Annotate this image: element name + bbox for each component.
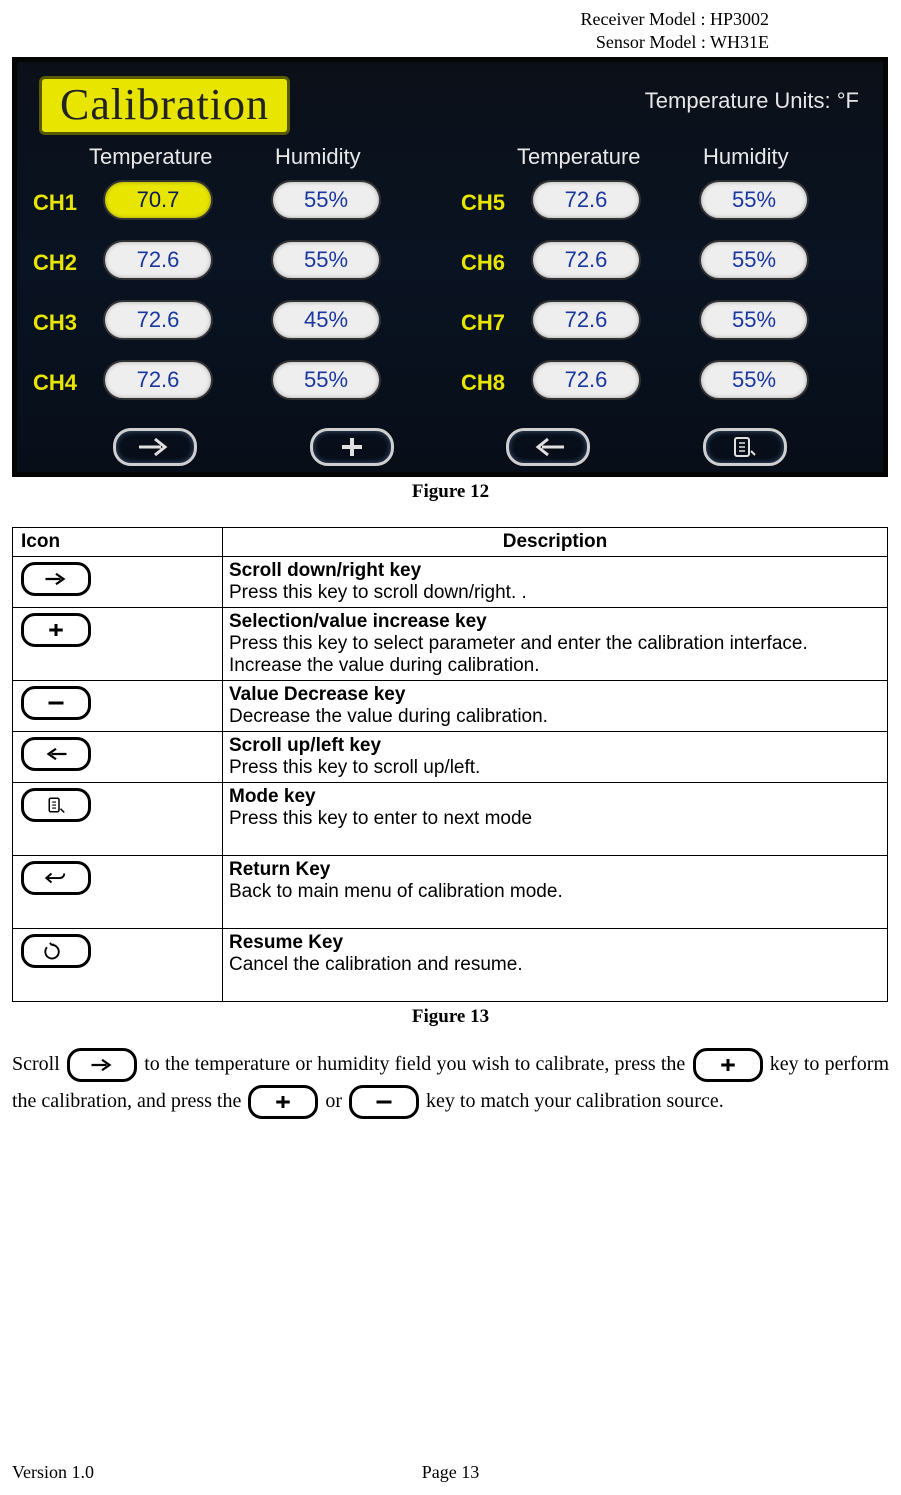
footer-page: Page 13 bbox=[12, 1462, 889, 1483]
device-screenshot: Calibration Temperature Units: °F Temper… bbox=[12, 57, 888, 477]
icon-cell bbox=[13, 608, 223, 681]
para-t2: to the temperature or humidity field you… bbox=[144, 1053, 690, 1075]
table-row: Resume KeyCancel the calibration and res… bbox=[13, 929, 888, 1002]
figure13-caption: Figure 13 bbox=[12, 1006, 889, 1028]
table-header-description: Description bbox=[223, 528, 888, 557]
humidity-value: 55% bbox=[699, 300, 809, 340]
temperature-units-label: Temperature Units: °F bbox=[645, 88, 859, 114]
key-description: Back to main menu of calibration mode. bbox=[229, 881, 563, 902]
key-description: Press this key to scroll down/right. . bbox=[229, 582, 527, 603]
calibration-title: Calibration bbox=[39, 76, 290, 135]
plus-icon bbox=[21, 613, 91, 647]
channel-row: CH8 72.6 55% bbox=[17, 360, 883, 400]
channel-label: CH5 bbox=[461, 190, 505, 216]
col-temperature-right: Temperature bbox=[517, 144, 641, 170]
description-cell: Resume KeyCancel the calibration and res… bbox=[223, 929, 888, 1002]
description-cell: Return KeyBack to main menu of calibrati… bbox=[223, 856, 888, 929]
channel-row: CH6 72.6 55% bbox=[17, 240, 883, 280]
description-cell: Selection/value increase keyPress this k… bbox=[223, 608, 888, 681]
instruction-paragraph: Scroll to the temperature or humidity fi… bbox=[12, 1046, 889, 1120]
channel-label: CH8 bbox=[461, 370, 505, 396]
resume-icon bbox=[21, 934, 91, 968]
col-humidity-left: Humidity bbox=[275, 144, 361, 170]
temperature-value: 72.6 bbox=[531, 240, 641, 280]
arrow-left-icon bbox=[21, 737, 91, 771]
plus-icon bbox=[248, 1085, 318, 1119]
temperature-value: 72.6 bbox=[531, 180, 641, 220]
key-description: Cancel the calibration and resume. bbox=[229, 954, 523, 975]
icon-cell bbox=[13, 856, 223, 929]
col-humidity-right: Humidity bbox=[703, 144, 789, 170]
figure12-caption: Figure 12 bbox=[12, 481, 889, 503]
plus-icon bbox=[310, 428, 394, 466]
key-title: Scroll up/left key bbox=[229, 735, 881, 757]
para-t1: Scroll bbox=[12, 1053, 65, 1075]
arrow-right-icon bbox=[21, 562, 91, 596]
return-icon bbox=[21, 861, 91, 895]
table-row: Scroll up/left keyPress this key to scro… bbox=[13, 732, 888, 783]
key-title: Mode key bbox=[229, 786, 881, 808]
humidity-value: 55% bbox=[699, 360, 809, 400]
table-row: Scroll down/right keyPress this key to s… bbox=[13, 557, 888, 608]
col-temperature-left: Temperature bbox=[89, 144, 213, 170]
mode-icon bbox=[703, 428, 787, 466]
table-header-icon: Icon bbox=[13, 528, 223, 557]
arrow-right-icon bbox=[67, 1048, 137, 1082]
arrow-right-icon bbox=[113, 428, 197, 466]
plus-icon bbox=[693, 1048, 763, 1082]
page-header: Receiver Model : HP3002 Sensor Model : W… bbox=[12, 8, 889, 53]
icon-cell bbox=[13, 681, 223, 732]
table-row: Return KeyBack to main menu of calibrati… bbox=[13, 856, 888, 929]
channel-label: CH7 bbox=[461, 310, 505, 336]
key-title: Return Key bbox=[229, 859, 881, 881]
arrow-left-icon bbox=[506, 428, 590, 466]
description-cell: Scroll down/right keyPress this key to s… bbox=[223, 557, 888, 608]
description-cell: Mode keyPress this key to enter to next … bbox=[223, 783, 888, 856]
icon-cell bbox=[13, 732, 223, 783]
para-t5: key to match your calibration source. bbox=[426, 1090, 724, 1112]
description-cell: Value Decrease keyDecrease the value dur… bbox=[223, 681, 888, 732]
key-title: Selection/value increase key bbox=[229, 611, 881, 633]
minus-icon bbox=[21, 686, 91, 720]
key-description: Press this key to select parameter and e… bbox=[229, 633, 808, 676]
channel-row: CH7 72.6 55% bbox=[17, 300, 883, 340]
device-bottom-buttons bbox=[17, 428, 883, 466]
humidity-value: 55% bbox=[699, 180, 809, 220]
channel-label: CH6 bbox=[461, 250, 505, 276]
sensor-model: Sensor Model : WH31E bbox=[12, 31, 769, 54]
icon-description-table: Icon Description Scroll down/right keyPr… bbox=[12, 527, 888, 1002]
receiver-model: Receiver Model : HP3002 bbox=[12, 8, 769, 31]
table-row: Selection/value increase keyPress this k… bbox=[13, 608, 888, 681]
key-title: Resume Key bbox=[229, 932, 881, 954]
key-description: Press this key to scroll up/left. bbox=[229, 757, 480, 778]
temperature-value: 72.6 bbox=[531, 360, 641, 400]
channel-row: CH5 72.6 55% bbox=[17, 180, 883, 220]
icon-cell bbox=[13, 557, 223, 608]
icon-cell bbox=[13, 783, 223, 856]
key-title: Value Decrease key bbox=[229, 684, 881, 706]
key-title: Scroll down/right key bbox=[229, 560, 881, 582]
mode-icon bbox=[21, 788, 91, 822]
page-footer: Version 1.0 Page 13 bbox=[12, 1462, 889, 1483]
table-row: Mode keyPress this key to enter to next … bbox=[13, 783, 888, 856]
para-t4: or bbox=[325, 1090, 347, 1112]
key-description: Press this key to enter to next mode bbox=[229, 808, 532, 829]
minus-icon bbox=[349, 1085, 419, 1119]
temperature-value: 72.6 bbox=[531, 300, 641, 340]
key-description: Decrease the value during calibration. bbox=[229, 706, 548, 727]
table-row: Value Decrease keyDecrease the value dur… bbox=[13, 681, 888, 732]
description-cell: Scroll up/left keyPress this key to scro… bbox=[223, 732, 888, 783]
icon-cell bbox=[13, 929, 223, 1002]
humidity-value: 55% bbox=[699, 240, 809, 280]
